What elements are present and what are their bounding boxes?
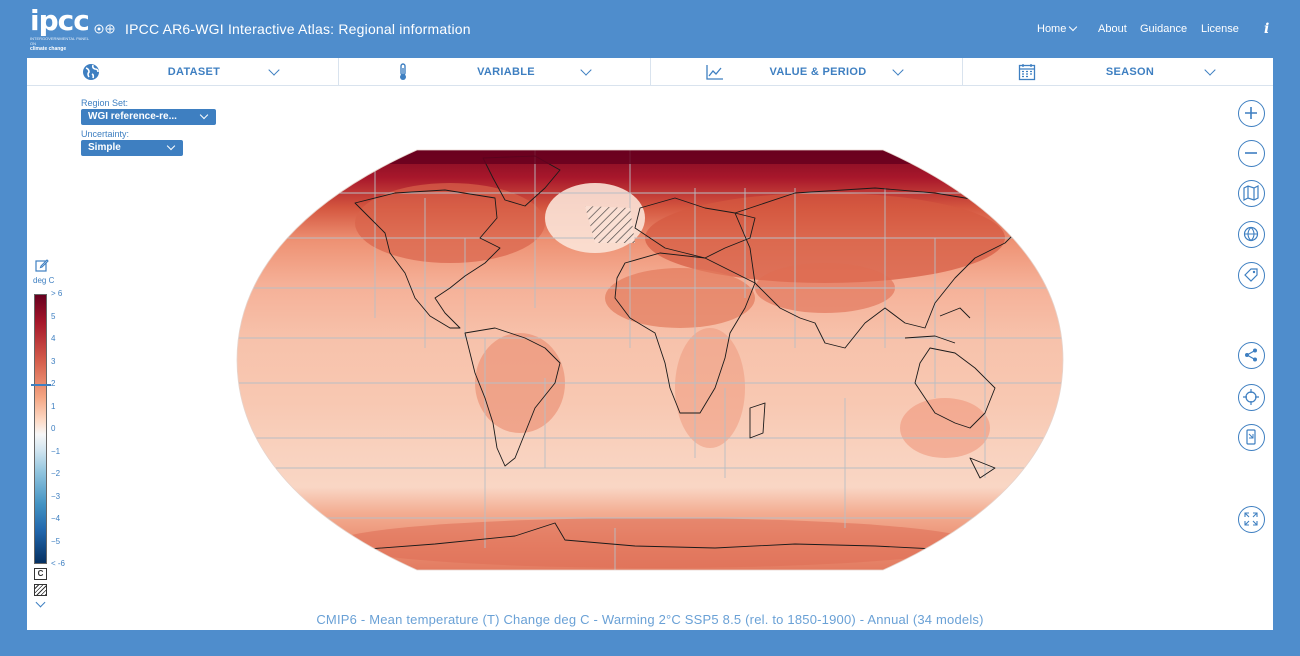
legend-tick-label: −3 xyxy=(51,491,61,501)
world-map[interactable] xyxy=(235,148,1065,572)
chevron-down-icon[interactable] xyxy=(35,597,46,608)
fullscreen-button[interactable] xyxy=(1238,506,1265,533)
variable-label: VARIABLE xyxy=(477,66,535,78)
map-layers-button[interactable] xyxy=(1238,180,1265,207)
hatching-legend-icon[interactable] xyxy=(34,584,47,596)
legend-unit: deg C xyxy=(33,276,55,285)
chevron-down-icon xyxy=(1069,22,1078,32)
chevron-down-icon xyxy=(580,64,592,76)
zoom-in-button[interactable] xyxy=(1238,100,1265,127)
season-selector[interactable]: SEASON xyxy=(963,58,1273,86)
legend-tick-label: 1 xyxy=(51,401,56,411)
dataset-label: DATASET xyxy=(167,66,221,78)
fullscreen-icon xyxy=(1244,512,1258,526)
value-period-label: VALUE & PERIOD xyxy=(769,66,867,78)
zoom-out-button[interactable] xyxy=(1238,140,1265,167)
map-caption: CMIP6 - Mean temperature (T) Change deg … xyxy=(316,612,984,627)
labels-button[interactable] xyxy=(1238,262,1265,289)
logo-text: ipcc xyxy=(30,4,90,37)
legend-tick-label: 4 xyxy=(51,334,56,343)
ipcc-logo[interactable]: ipcc INTERGOVERNMENTAL PANEL ON climate … xyxy=(30,4,90,53)
legend-tick-label: 0 xyxy=(51,424,56,433)
legend-color-bar xyxy=(34,294,47,564)
un-emblem-icon xyxy=(94,24,115,34)
locate-button[interactable] xyxy=(1238,384,1265,411)
logo-subtitle: INTERGOVERNMENTAL PANEL ON xyxy=(30,36,89,46)
legend-tick-label: 2 xyxy=(51,379,56,388)
region-set-dropdown[interactable]: WGI reference-re... xyxy=(81,109,216,125)
calendar-icon xyxy=(1018,64,1036,81)
value-period-selector[interactable]: VALUE & PERIOD xyxy=(651,58,963,86)
thermometer-icon xyxy=(400,63,406,80)
info-icon[interactable]: i xyxy=(1264,21,1270,37)
edit-icon[interactable] xyxy=(35,258,49,272)
locate-icon xyxy=(1243,389,1259,405)
legend-value-marker xyxy=(31,384,51,386)
season-label: SEASON xyxy=(1105,66,1155,78)
legend-tick-label: −2 xyxy=(51,469,61,478)
line-chart-icon xyxy=(706,65,723,80)
toolbar: DATASET VARIABLE VALUE & PERIOD xyxy=(27,58,1273,86)
region-set-value: WGI reference-re... xyxy=(88,111,177,122)
nav-home[interactable]: Home xyxy=(1037,22,1078,35)
logo-subtitle-2: climate change xyxy=(30,46,67,52)
legend-tick-label: > 6 xyxy=(51,289,63,298)
uncertainty-value: Simple xyxy=(88,142,121,153)
legend-tick-label: 3 xyxy=(51,356,56,366)
globe-view-button[interactable] xyxy=(1238,221,1265,248)
legend-tick-label: 5 xyxy=(51,311,56,321)
main-panel: DATASET VARIABLE VALUE & PERIOD xyxy=(27,58,1273,630)
color-legend: deg C > 6 5 4 3 2 1 0 −1 −2 −3 −4 −5 < -6 C xyxy=(27,254,87,614)
chevron-down-icon xyxy=(268,64,280,76)
nav-guidance[interactable]: Guidance xyxy=(1140,23,1188,35)
legend-tick-label: −1 xyxy=(51,446,61,456)
app-title: IPCC AR6-WGI Interactive Atlas: Regional… xyxy=(125,21,471,37)
zoom-out-icon xyxy=(1245,152,1257,154)
map-layers-icon xyxy=(1243,185,1259,201)
legend-tick-label: −4 xyxy=(51,514,61,523)
legend-tick-label: −5 xyxy=(51,536,61,546)
globe-icon xyxy=(1243,226,1259,242)
device-icon xyxy=(1246,429,1256,445)
device-view-button[interactable] xyxy=(1238,424,1265,451)
chevron-down-icon xyxy=(199,110,209,120)
uncertainty-conventional-box[interactable]: C xyxy=(34,568,47,580)
chevron-down-icon xyxy=(166,141,176,151)
region-set-label: Region Set: xyxy=(81,98,129,108)
zoom-in-icon xyxy=(1245,107,1257,119)
nav-home-label: Home xyxy=(1037,23,1067,35)
app-header: ipcc INTERGOVERNMENTAL PANEL ON climate … xyxy=(0,0,1300,58)
dataset-selector[interactable]: DATASET xyxy=(27,58,339,86)
uncertainty-label: Uncertainty: xyxy=(81,129,130,139)
chevron-down-icon xyxy=(892,64,904,76)
tag-icon xyxy=(1244,268,1258,282)
chevron-down-icon xyxy=(1204,64,1216,76)
legend-tick-label: < -6 xyxy=(51,559,66,568)
nav-license[interactable]: License xyxy=(1201,23,1239,35)
share-icon xyxy=(1245,348,1257,362)
nav-about[interactable]: About xyxy=(1098,23,1127,35)
share-button[interactable] xyxy=(1238,342,1265,369)
variable-selector[interactable]: VARIABLE xyxy=(339,58,651,86)
globe-icon xyxy=(83,64,99,80)
uncertainty-dropdown[interactable]: Simple xyxy=(81,140,183,156)
